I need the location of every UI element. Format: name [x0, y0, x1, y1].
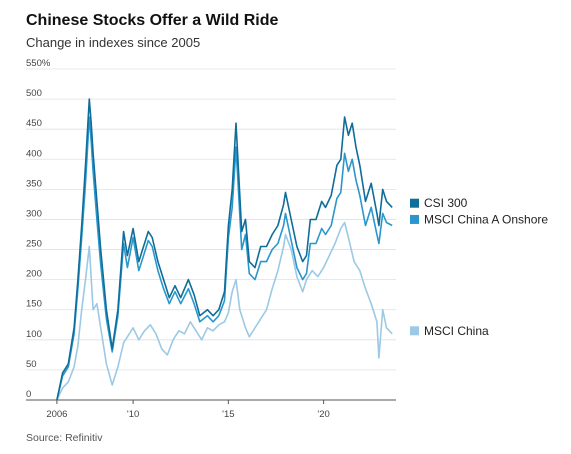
series-line-0 [56, 98, 393, 401]
x-tick-label: 2006 [46, 409, 67, 420]
chart-subtitle: Change in indexes since 2005 [26, 35, 201, 50]
legend-label: CSI 300 [424, 196, 468, 210]
y-tick-label: 400 [26, 148, 42, 159]
y-tick-label: 150 [26, 299, 42, 310]
legend-swatch [410, 326, 419, 336]
y-tick-label: 250 [26, 239, 42, 250]
series-line-1 [56, 116, 393, 401]
y-tick-label: 100 [26, 329, 42, 340]
y-tick-label: 50 [26, 359, 37, 370]
x-tick-label: '20 [317, 409, 329, 420]
legend-swatch [410, 198, 419, 208]
y-tick-label: 550% [26, 58, 51, 69]
series-lines [56, 98, 393, 401]
y-tick-label: 300 [26, 208, 42, 219]
chart-title: Chinese Stocks Offer a Wild Ride [26, 12, 279, 29]
y-tick-label: 450 [26, 118, 42, 129]
legend-swatch [410, 214, 419, 224]
legend-label: MSCI China [424, 324, 489, 338]
x-tick-label: '10 [127, 409, 139, 420]
legend-label: MSCI China A Onshore [424, 212, 548, 226]
y-axis-ticks: 0 50 100 150 200 250 300 350 400 450 500 550% [26, 58, 51, 400]
y-tick-label: 200 [26, 269, 42, 280]
source-note: Source: Refinitiv [26, 432, 103, 444]
y-tick-label: 500 [26, 88, 42, 99]
x-tick-label: '15 [222, 409, 234, 420]
x-axis-ticks: 2006 '10 '15 '20 [46, 400, 330, 420]
y-tick-label: 350 [26, 178, 42, 189]
legend: CSI 300 MSCI China A Onshore MSCI China [410, 196, 548, 338]
y-tick-label: 0 [26, 389, 31, 400]
series-line-2 [56, 221, 393, 401]
